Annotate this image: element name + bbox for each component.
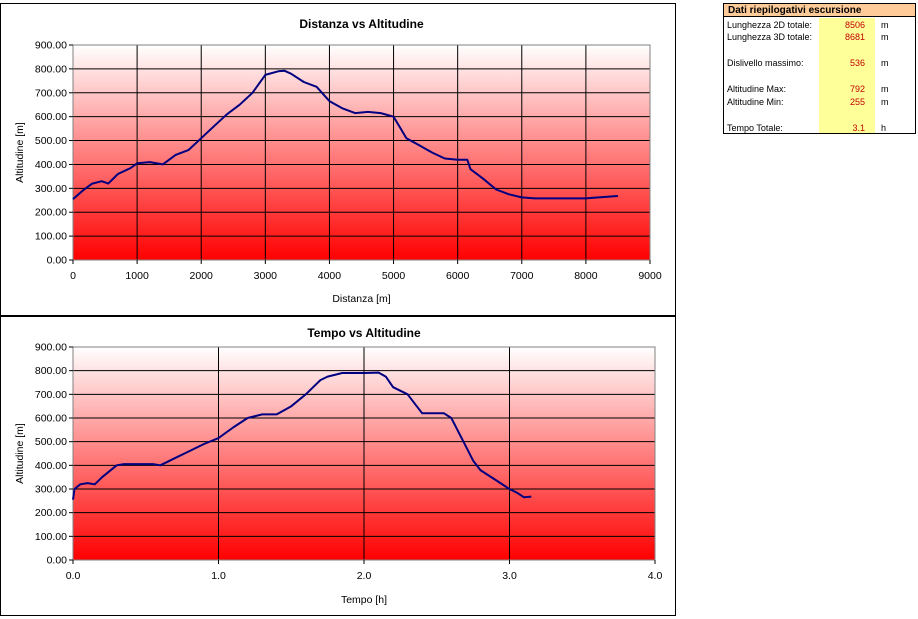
- dist-chart-y-tick-label: 900.00: [35, 40, 67, 52]
- time-chart-x-tick-label: 1.0: [211, 570, 226, 582]
- dist-chart-y-tick-label: 500.00: [35, 135, 67, 147]
- dist-chart-title: Distanza vs Altitudine: [299, 17, 424, 31]
- summary-row-total-time: Tempo Totale: 3.1 h: [724, 122, 915, 134]
- dist-chart-x-tick-label: 1000: [125, 270, 149, 282]
- summary-unit: m: [881, 97, 889, 107]
- summary-unit: h: [881, 123, 887, 133]
- time-chart-y-tick-label: 700.00: [35, 389, 67, 401]
- summary-value: 792: [849, 84, 865, 94]
- summary-row-length-2d: Lunghezza 2D totale: 8506 m: [724, 19, 915, 31]
- summary-label: Altitudine Max:: [727, 84, 787, 94]
- dist-chart-x-tick-label: 8000: [574, 270, 598, 282]
- summary-value: 255: [849, 97, 865, 107]
- dist-chart-x-tick-label: 3000: [254, 270, 278, 282]
- time-altitude-chart: 0.00 100.00 200.00 300.00 400.00 500.00 600.00…: [14, 326, 663, 606]
- time-chart-x-tick-label: 3.0: [502, 570, 517, 582]
- dist-chart-y-tick-label: 200.00: [35, 207, 67, 219]
- time-chart-y-tick-label: 300.00: [35, 484, 67, 496]
- time-chart-y-tick-label: 600.00: [35, 413, 67, 425]
- summary-label: Dislivello massimo:: [727, 58, 804, 68]
- summary-label: Tempo Totale:: [727, 123, 783, 133]
- summary-title: Dati riepilogativi escursione: [724, 4, 915, 17]
- dist-chart-y-tick-label: 0.00: [47, 255, 68, 267]
- time-chart-title: Tempo vs Altitudine: [307, 326, 421, 340]
- time-chart-y-tick-label: 900.00: [35, 342, 67, 354]
- time-chart-y-tick-label: 400.00: [35, 460, 67, 472]
- summary-unit: m: [881, 32, 889, 42]
- time-chart-y-tick-label: 100.00: [35, 531, 67, 543]
- time-chart-y-axis-label: Altitudine [m]: [14, 423, 26, 484]
- time-chart-y-tick-label: 200.00: [35, 507, 67, 519]
- summary-row-length-3d: Lunghezza 3D totale: 8681 m: [724, 31, 915, 43]
- time-chart-x-tick-label: 4.0: [648, 570, 663, 582]
- summary-unit: m: [881, 20, 889, 30]
- dist-chart-x-tick-label: 2000: [190, 270, 214, 282]
- distance-altitude-chart: 0.00 100.00 200.00 300.00 400.00 500.00 600.00…: [14, 17, 662, 305]
- summary-value: 8681: [844, 32, 865, 42]
- dist-chart-y-tick-label: 800.00: [35, 63, 67, 75]
- dist-chart-x-tick-label: 6000: [446, 270, 470, 282]
- summary-values-column: [819, 18, 875, 133]
- summary-unit: m: [881, 58, 889, 68]
- summary-table: Dati riepilogativi escursione Lunghezza …: [723, 3, 916, 134]
- dist-chart-x-tick-label: 9000: [638, 270, 662, 282]
- dist-chart-series-line: [72, 69, 618, 200]
- time-chart-y-tick-label: 0.00: [47, 555, 68, 567]
- summary-row-altitude-min: Altitudine Min: 255 m: [724, 96, 915, 108]
- summary-row-altitude-max: Altitudine Max: 792 m: [724, 83, 915, 95]
- summary-unit: m: [881, 84, 889, 94]
- time-altitude-chart-panel: 0.00 100.00 200.00 300.00 400.00 500.00 600.00…: [0, 316, 676, 616]
- summary-row-max-elevation-gain: Dislivello massimo: 536 m: [724, 57, 915, 69]
- dist-chart-x-axis-label: Distanza [m]: [332, 293, 390, 305]
- dist-chart-plot-area: [73, 45, 650, 260]
- dist-chart-plot-border: [72, 44, 651, 261]
- summary-value: 3.1: [852, 123, 865, 133]
- dist-chart-x-tick-label: 5000: [382, 270, 406, 282]
- dist-chart-y-tick-label: 300.00: [35, 183, 67, 195]
- time-chart-series-line: [72, 371, 532, 500]
- summary-label: Altitudine Min:: [727, 97, 784, 107]
- dist-chart-y-tick-label: 400.00: [35, 159, 67, 171]
- summary-value: 536: [849, 58, 865, 68]
- distance-altitude-chart-panel: 0.00 100.00 200.00 300.00 400.00 500.00 600.00…: [0, 3, 676, 316]
- summary-value: 8506: [844, 20, 865, 30]
- dist-chart-y-tick-label: 600.00: [35, 111, 67, 123]
- time-chart-x-axis-label: Tempo [h]: [341, 594, 387, 606]
- dist-chart-x-tick-label: 7000: [510, 270, 534, 282]
- dist-chart-y-axis-label: Altitudine [m]: [14, 122, 26, 183]
- dist-chart-y-tick-label: 100.00: [35, 231, 67, 243]
- time-chart-y-tick-label: 800.00: [35, 365, 67, 377]
- dist-chart-y-tick-label: 700.00: [35, 87, 67, 99]
- time-chart-x-tick-label: 2.0: [357, 570, 372, 582]
- summary-label: Lunghezza 2D totale:: [727, 20, 813, 30]
- dist-chart-x-tick-label: 4000: [318, 270, 342, 282]
- time-chart-y-tick-label: 500.00: [35, 436, 67, 448]
- dist-chart-x-tick-label: 0: [70, 270, 76, 282]
- summary-label: Lunghezza 3D totale:: [727, 32, 813, 42]
- time-chart-x-tick-label: 0.0: [66, 570, 81, 582]
